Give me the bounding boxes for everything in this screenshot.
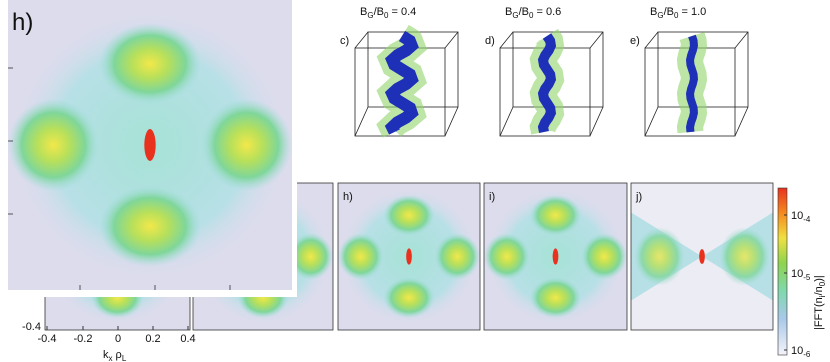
- box-edge: [734, 106, 749, 137]
- x-axis-label-part: L: [122, 354, 127, 362]
- inset-label: h): [12, 9, 33, 36]
- box-edge: [644, 31, 659, 49]
- panel-label: d): [485, 35, 495, 47]
- inset-spectrum: [8, 0, 292, 290]
- box-edge: [589, 106, 604, 137]
- panel-title-part: B: [360, 6, 367, 18]
- colorbar-tick-label-part: -5: [803, 273, 811, 282]
- x-axis-label-part: ρ: [113, 349, 122, 361]
- colorbar-tick-label: 10-6: [791, 345, 811, 359]
- panel-title-part: G: [512, 11, 518, 20]
- panel-label: c): [340, 35, 349, 47]
- spectrum-panel: [338, 183, 480, 330]
- box-edge: [589, 31, 604, 49]
- box-edge: [354, 106, 369, 137]
- box-edge: [499, 31, 514, 49]
- x-tick-label: 0.4: [180, 333, 195, 345]
- colorbar-label-part: /n: [813, 286, 825, 295]
- colorbar: [777, 187, 788, 356]
- panel-title-part: 0: [674, 11, 679, 20]
- panel-title-part: = 1.0: [678, 6, 706, 18]
- x-tick-label: -0.4: [38, 333, 57, 345]
- panel-title: BG/B0 = 0.4: [360, 6, 416, 20]
- colorbar-tick-label-part: -6: [803, 350, 811, 359]
- box-3d: [354, 24, 459, 138]
- x-axis-label: kx ρL: [103, 349, 127, 362]
- box-edge: [444, 106, 459, 137]
- spectrum-panel: [484, 183, 627, 330]
- density-isosurface: [685, 34, 698, 133]
- box-3d: [499, 28, 604, 137]
- box-edge: [499, 106, 514, 137]
- density-isosurface: [537, 33, 557, 133]
- x-tick-label: -0.2: [74, 333, 93, 345]
- panel-title-part: /B: [374, 6, 384, 18]
- panel-title-part: G: [367, 11, 373, 20]
- box-edge: [354, 31, 369, 49]
- panel-label: i): [489, 191, 495, 203]
- x-axis-label-part: x: [109, 354, 113, 362]
- colorbar-tick-label-part: 10: [791, 345, 803, 357]
- colorbar-tick-label-part: 10: [791, 210, 803, 222]
- panel-title-part: G: [657, 11, 663, 20]
- panel-title-part: /B: [664, 6, 674, 18]
- panel-title-part: = 0.4: [388, 6, 416, 18]
- panel-title-part: B: [505, 6, 512, 18]
- x-tick-label: 0.2: [145, 333, 160, 345]
- spectrum-panel: [631, 183, 773, 330]
- colorbar-tick-label-part: -4: [803, 215, 811, 224]
- colorbar-tick-label: 10-5: [791, 268, 811, 282]
- colorbar-label-part: 0: [818, 281, 827, 286]
- panel-label: h): [343, 191, 353, 203]
- box-edge: [644, 106, 659, 137]
- colorbar-label-part: i: [818, 295, 827, 297]
- panel-title: BG/B0 = 0.6: [505, 6, 561, 20]
- box-edge: [734, 31, 749, 49]
- x-axis-label-part: k: [103, 349, 109, 361]
- panel-title-part: 0: [384, 11, 389, 20]
- panel-title-part: B: [650, 6, 657, 18]
- box-3d: [644, 31, 749, 137]
- density-isosurface: [384, 30, 419, 135]
- x-tick-label: 0: [115, 333, 121, 345]
- colorbar-label-part: |FFT(n: [813, 297, 825, 330]
- colorbar-label-part: )|: [813, 275, 825, 282]
- panel-label: j): [635, 191, 642, 203]
- colorbar-label: |FFT(ni/n0)|: [813, 275, 827, 330]
- panel-title-part: = 0.6: [533, 6, 561, 18]
- panel-label: e): [630, 35, 640, 47]
- panel-title: BG/B0 = 1.0: [650, 6, 706, 20]
- y-tick-label: -0.4: [22, 321, 41, 333]
- colorbar-tick-label-part: 10: [791, 268, 803, 280]
- panel-title-part: /B: [519, 6, 529, 18]
- box-edge: [444, 31, 459, 49]
- colorbar-tick-label: 10-4: [791, 210, 811, 224]
- inset-ticks: [8, 67, 231, 290]
- panel-title-part: 0: [529, 11, 534, 20]
